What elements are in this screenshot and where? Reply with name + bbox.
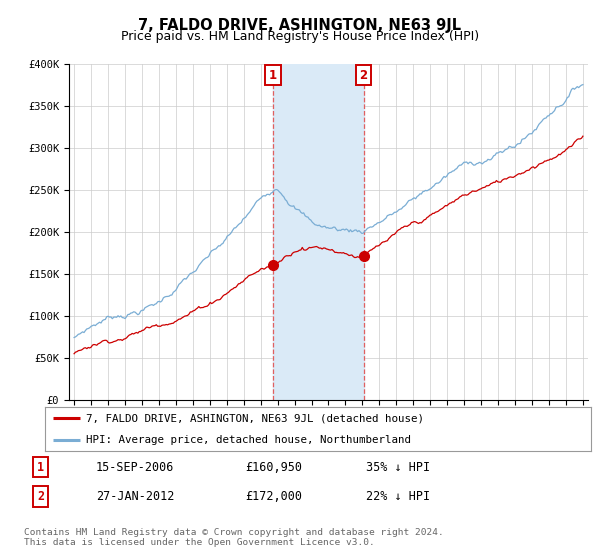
Text: 15-SEP-2006: 15-SEP-2006 xyxy=(96,461,174,474)
Bar xyxy=(273,64,364,400)
Text: £160,950: £160,950 xyxy=(245,461,302,474)
Text: 7, FALDO DRIVE, ASHINGTON, NE63 9JL: 7, FALDO DRIVE, ASHINGTON, NE63 9JL xyxy=(139,18,461,33)
Text: 35% ↓ HPI: 35% ↓ HPI xyxy=(366,461,430,474)
Text: Price paid vs. HM Land Registry's House Price Index (HPI): Price paid vs. HM Land Registry's House … xyxy=(121,30,479,43)
Text: 1: 1 xyxy=(269,69,277,82)
Text: 2: 2 xyxy=(37,490,44,503)
Text: 2: 2 xyxy=(359,69,368,82)
Text: 22% ↓ HPI: 22% ↓ HPI xyxy=(366,490,430,503)
Text: £172,000: £172,000 xyxy=(245,490,302,503)
Text: HPI: Average price, detached house, Northumberland: HPI: Average price, detached house, Nort… xyxy=(86,435,411,445)
Text: 7, FALDO DRIVE, ASHINGTON, NE63 9JL (detached house): 7, FALDO DRIVE, ASHINGTON, NE63 9JL (det… xyxy=(86,413,424,423)
Text: 27-JAN-2012: 27-JAN-2012 xyxy=(96,490,174,503)
Text: Contains HM Land Registry data © Crown copyright and database right 2024.
This d: Contains HM Land Registry data © Crown c… xyxy=(24,528,444,547)
Text: 1: 1 xyxy=(37,461,44,474)
